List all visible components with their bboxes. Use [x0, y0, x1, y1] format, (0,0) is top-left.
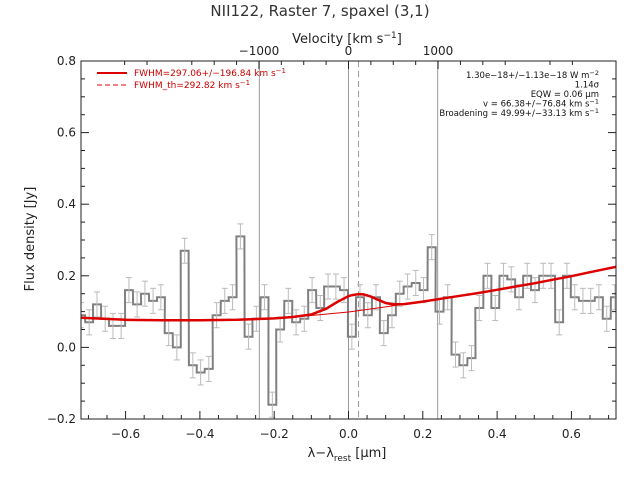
legend-label: FWHM_th=292.82 km s−1	[134, 79, 250, 91]
top-tick-label: 0	[345, 44, 353, 58]
error-bar	[109, 312, 116, 339]
plot-content	[81, 61, 616, 419]
legend-label: FWHM=297.06+/−196.84 km s−1	[134, 67, 286, 79]
x-tick-label: 0.0	[339, 427, 358, 441]
error-bar	[372, 284, 379, 311]
error-bar	[556, 309, 563, 336]
error-bar	[468, 345, 475, 372]
error-bar	[460, 352, 467, 379]
top-tick-label: −1000	[239, 44, 280, 58]
error-bar	[611, 284, 616, 311]
error-bar	[484, 262, 491, 289]
y-tick-label: 0.2	[57, 269, 76, 283]
error-bar	[205, 355, 212, 382]
y-tick-label: 0.0	[57, 340, 76, 354]
y-axis-label: Flux density [Jy]	[23, 187, 38, 292]
error-bar	[125, 277, 132, 304]
x-tick-label: −0.4	[185, 427, 214, 441]
error-bar	[587, 287, 594, 314]
error-bar	[150, 287, 157, 314]
error-bar	[428, 234, 435, 261]
error-bar	[380, 320, 387, 347]
error-bar	[221, 287, 228, 314]
error-bar	[173, 334, 180, 361]
y-tick-label: 0.6	[57, 126, 76, 140]
axes: −0.6 −0.4 −0.2 0.0 0.2 0.4 0.6 −1000 0 1000 −0.2 0.…	[47, 44, 617, 441]
annotation-line: 1.30e−18+/−1.13e−18 W m−2	[466, 69, 599, 81]
error-bar	[134, 291, 141, 318]
error-bar	[86, 309, 93, 336]
error-bar	[293, 309, 300, 336]
legend: FWHM=297.06+/−196.84 km s−1FWHM_th=292.8…	[97, 67, 286, 91]
error-bar	[452, 341, 459, 368]
x-tick-label: −0.2	[260, 427, 289, 441]
error-bar	[229, 284, 236, 311]
y-tick-label: −0.2	[47, 412, 76, 426]
y-tick-label: 0.4	[57, 197, 76, 211]
plot-area	[81, 61, 616, 419]
x-tick-label: 0.6	[562, 427, 581, 441]
error-bar	[532, 277, 539, 304]
error-bar	[309, 277, 316, 304]
error-bar	[118, 312, 125, 339]
error-bar	[245, 323, 252, 350]
annotation-line: Broadening = 49.99+/−33.13 km s−1	[439, 107, 599, 119]
top-axis-label: Velocity [km s−1]	[292, 31, 402, 47]
annotation-line: 1.14σ	[575, 81, 600, 91]
error-bar	[81, 302, 84, 329]
error-bar	[332, 273, 339, 300]
error-bar	[603, 305, 610, 332]
annotation-line: EQW = 0.06 μm	[531, 90, 599, 100]
error-bar	[595, 284, 602, 311]
x-tick-label: 0.4	[488, 427, 507, 441]
error-bar	[285, 287, 292, 314]
error-bar	[141, 280, 148, 307]
error-bar	[181, 237, 188, 264]
error-bar	[189, 352, 196, 379]
error-bar	[301, 305, 308, 332]
error-bar	[237, 223, 244, 250]
chart-title: NII122, Raster 7, spaxel (3,1)	[210, 2, 429, 20]
x-tick-label: 0.2	[413, 427, 432, 441]
error-bar	[396, 280, 403, 307]
error-bar	[157, 284, 164, 311]
error-bar	[325, 273, 332, 300]
error-bar	[317, 294, 324, 322]
error-bar	[197, 359, 204, 386]
annotation-line: v = 66.38+/−76.84 km s−1	[483, 98, 599, 110]
y-tick-label: 0.8	[57, 54, 76, 68]
error-bar	[213, 302, 220, 329]
error-bar	[547, 262, 554, 289]
error-bar	[364, 302, 371, 329]
error-bar	[476, 294, 483, 322]
error-bar	[492, 294, 499, 322]
fit-line	[81, 265, 616, 322]
error-bar	[412, 269, 419, 296]
error-bar	[93, 291, 100, 318]
error-bar	[579, 287, 586, 314]
error-bar	[348, 323, 355, 350]
x-axis-label: λ−λrest [μm]	[308, 446, 387, 464]
error-bar	[571, 284, 578, 311]
error-bar	[261, 284, 268, 311]
x-tick-label: −0.6	[111, 427, 140, 441]
error-bar	[540, 262, 547, 289]
error-bar	[404, 273, 411, 300]
top-tick-label: 1000	[423, 44, 454, 58]
